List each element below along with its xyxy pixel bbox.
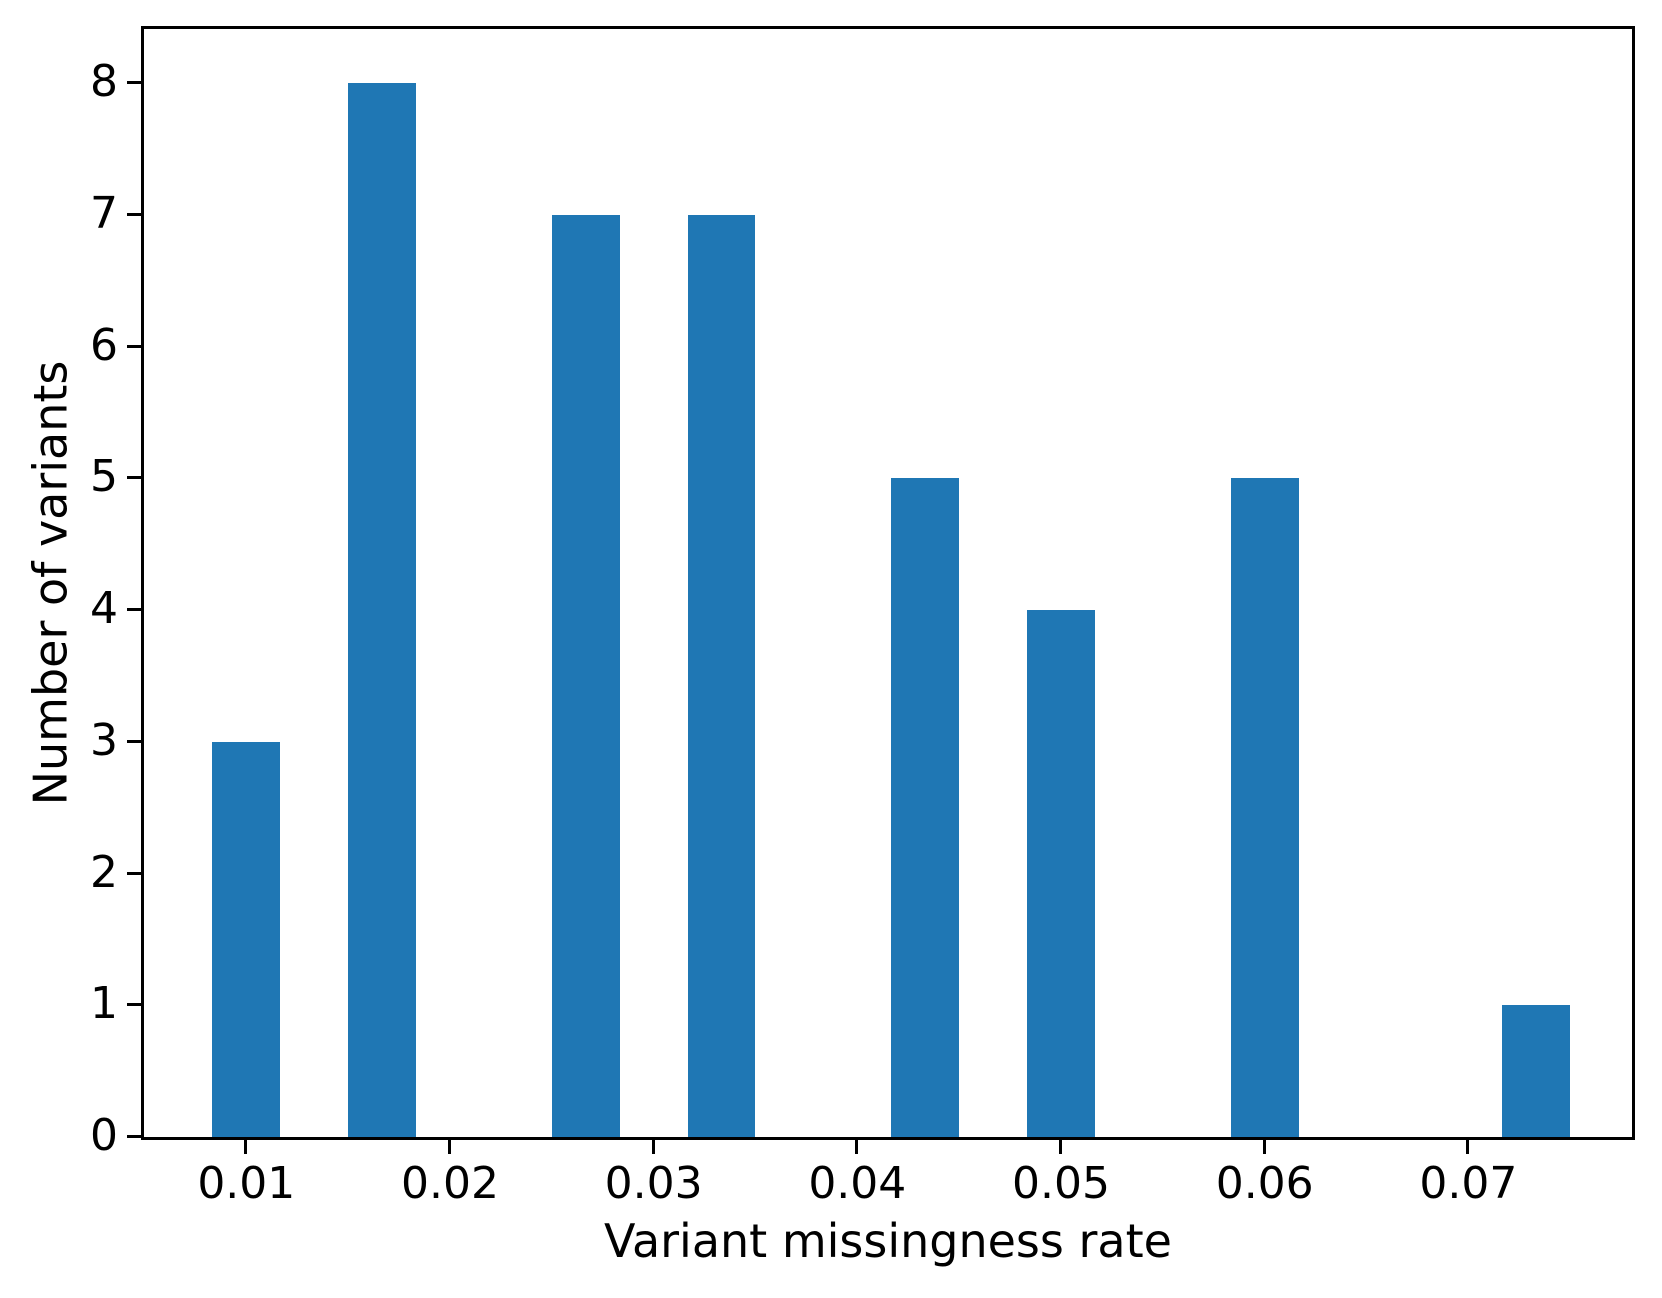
x-tick-mark (1466, 1140, 1470, 1154)
y-axis-label: Number of variants (23, 360, 78, 806)
x-tick-mark (1059, 1140, 1062, 1154)
y-tick-mark (127, 1135, 141, 1138)
y-tick-label: 8 (90, 56, 118, 108)
x-tick-label: 0.05 (1012, 1158, 1110, 1209)
bar (551, 214, 620, 1137)
bar (891, 478, 960, 1137)
y-tick-mark (127, 739, 141, 743)
bar (212, 741, 281, 1137)
y-tick-mark (127, 871, 141, 875)
y-tick-mark (127, 476, 141, 480)
x-tick-label: 0.01 (197, 1158, 296, 1209)
y-tick-label: 7 (90, 187, 118, 239)
x-tick-label: 0.06 (1215, 1158, 1314, 1209)
y-tick-mark (127, 81, 141, 84)
y-tick-mark (127, 608, 141, 611)
y-tick-label: 5 (90, 451, 118, 503)
y-tick-label: 4 (90, 583, 118, 635)
x-tick-mark (448, 1140, 451, 1154)
x-tick-label: 0.02 (401, 1158, 499, 1209)
bar (348, 83, 416, 1137)
y-tick-label: 1 (90, 978, 118, 1030)
x-axis-label: Variant missingness rate (604, 1214, 1172, 1268)
x-tick-mark (244, 1140, 248, 1154)
y-tick-label: 2 (90, 846, 118, 898)
plot-area (141, 26, 1635, 1140)
y-tick-mark (127, 212, 141, 216)
bar (1502, 1005, 1571, 1137)
x-tick-label: 0.03 (604, 1158, 703, 1209)
bar (1027, 610, 1095, 1137)
bar (687, 214, 756, 1137)
x-tick-mark (1262, 1140, 1266, 1154)
y-tick-label: 6 (90, 319, 118, 371)
x-tick-label: 0.07 (1419, 1158, 1518, 1209)
y-tick-label: 3 (90, 714, 118, 766)
x-axis-ticks: 0.01 0.02 0.03 0.04 0.05 0.06 0.07 (144, 1140, 1632, 1260)
y-tick-label: 0 (90, 1110, 118, 1162)
x-tick-label: 0.04 (808, 1158, 907, 1209)
x-tick-mark (855, 1140, 859, 1154)
y-tick-mark (127, 1003, 141, 1007)
bar (1230, 478, 1299, 1137)
x-tick-mark (651, 1140, 655, 1154)
y-tick-mark (127, 344, 141, 348)
